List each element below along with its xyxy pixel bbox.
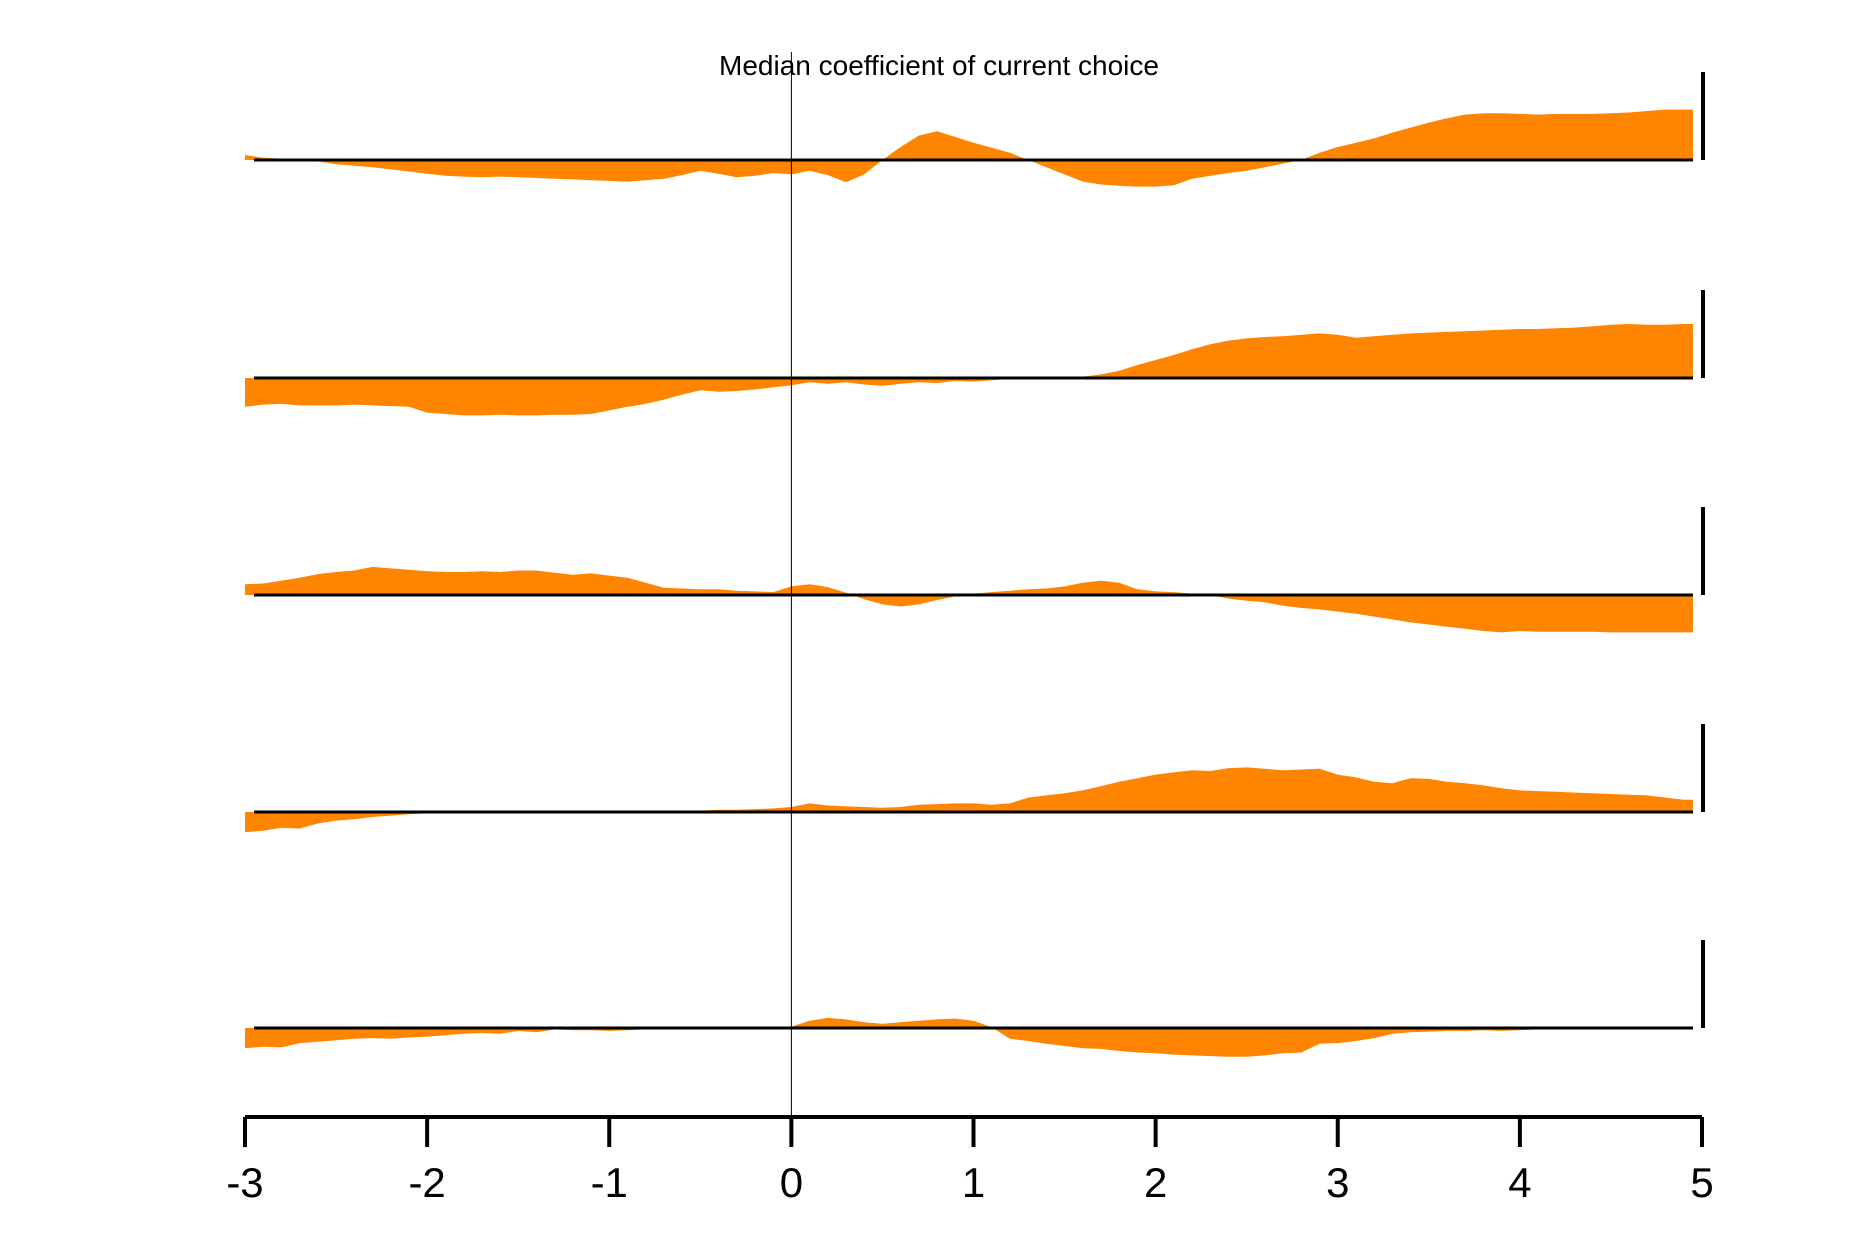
x-axis: -3 -2 -1 0 1 2 3 4 5: [226, 1115, 1714, 1206]
x-tick-label-1: -2: [408, 1159, 445, 1206]
x-tick-label-7: 4: [1508, 1159, 1531, 1206]
series-area-3: [245, 566, 1693, 633]
x-tick-label-4: 1: [962, 1159, 985, 1206]
series-area-4: [245, 767, 1693, 833]
series-area-2: [245, 324, 1693, 416]
panel-2: [245, 290, 1705, 416]
x-tick-label-6: 3: [1326, 1159, 1349, 1206]
x-tick-label-0: -3: [226, 1159, 263, 1206]
panels: [245, 72, 1705, 1057]
series-area-1: [245, 109, 1693, 187]
panel-3: [245, 507, 1705, 633]
panel-1: [245, 72, 1705, 187]
panel-5: [245, 940, 1705, 1057]
x-tick-label-8: 5: [1690, 1159, 1713, 1206]
x-tick-label-3: 0: [780, 1159, 803, 1206]
panel-4: [245, 724, 1705, 833]
x-tick-label-2: -1: [591, 1159, 628, 1206]
x-tick-label-5: 2: [1144, 1159, 1167, 1206]
series-area-5: [245, 1017, 1693, 1057]
chart-title: Median coefficient of current choice: [719, 50, 1159, 81]
